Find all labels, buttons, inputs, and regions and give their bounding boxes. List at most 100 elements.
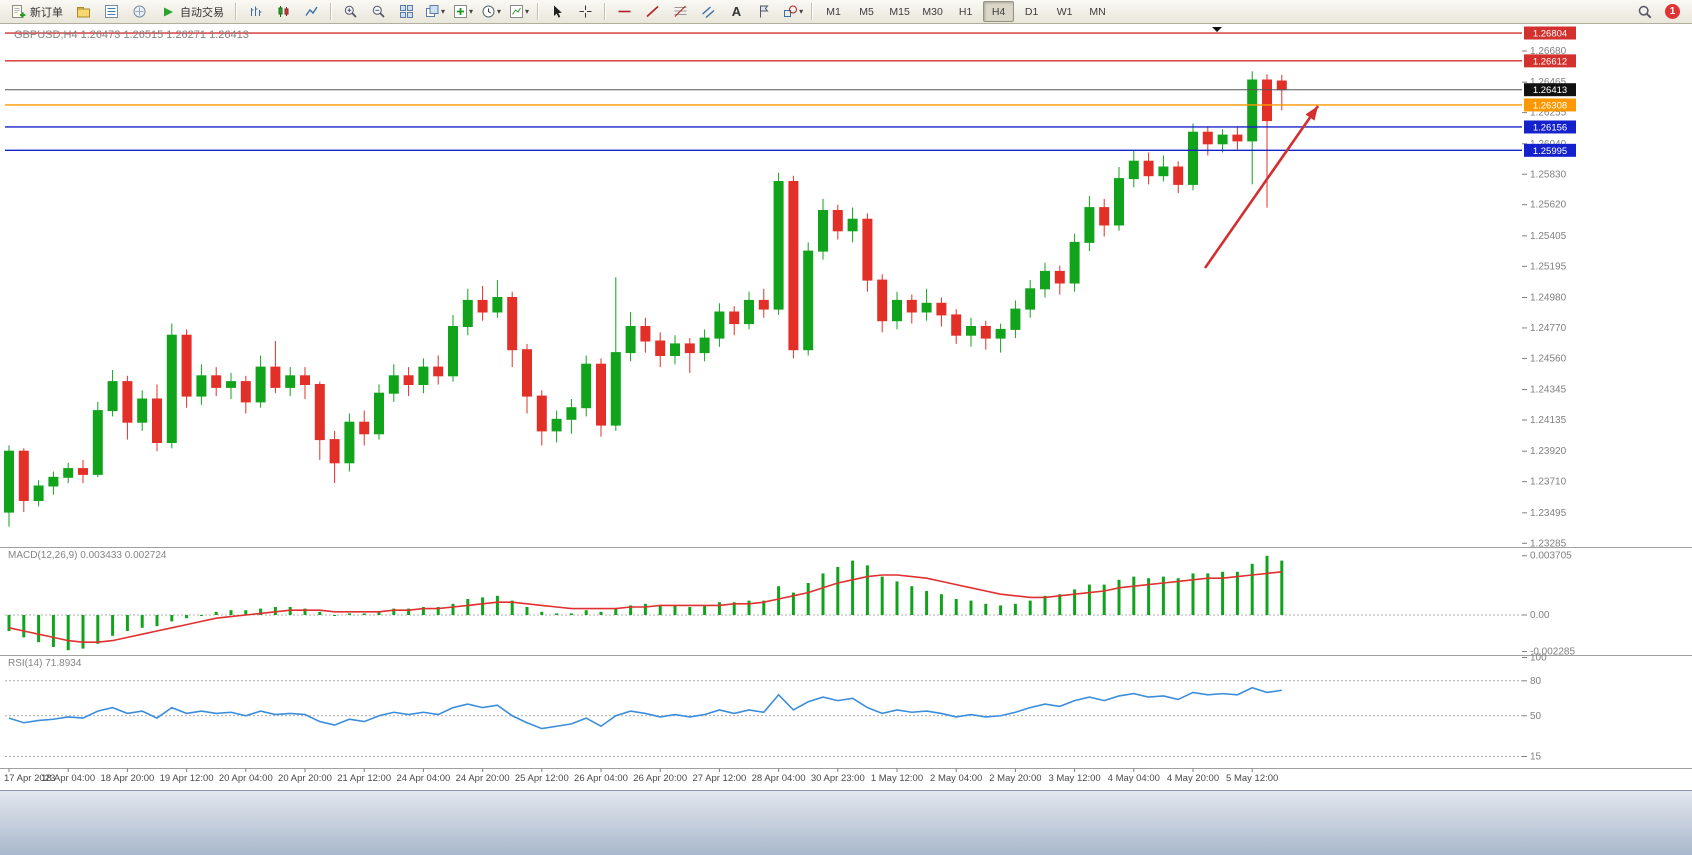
macd-bar <box>333 615 337 616</box>
timeframe-w1-button[interactable]: W1 <box>1056 5 1073 18</box>
macd-bar <box>777 586 781 615</box>
time-axis-label: 21 Apr 12:00 <box>337 773 391 784</box>
market-watch-icon <box>104 4 120 20</box>
channel-button[interactable] <box>695 1 722 23</box>
notification-badge[interactable]: 1 <box>1665 4 1680 19</box>
candle-body <box>359 421 370 435</box>
candle-body <box>388 375 399 394</box>
search-button[interactable] <box>1631 1 1658 23</box>
price-tag <box>1524 98 1576 112</box>
candle-body <box>92 410 103 475</box>
shapes-button[interactable]: ▾ <box>779 1 806 23</box>
candle-body <box>300 375 310 385</box>
chart-canvas[interactable]: 1.266801.264651.262551.260401.258301.256… <box>0 24 1692 790</box>
candle-body <box>418 366 429 386</box>
zoom-out-button[interactable] <box>365 1 392 23</box>
auto-trading-button[interactable]: 自动交易 <box>154 1 230 23</box>
timeframe-m5-button[interactable]: M5 <box>859 5 874 18</box>
timeframe-mn-button[interactable]: MN <box>1089 5 1106 18</box>
text-button[interactable]: A <box>723 1 750 23</box>
toolbar-separator <box>811 3 814 20</box>
timeframe-d1-button[interactable]: D1 <box>1024 5 1039 18</box>
rsi-label: RSI(14) 71.8934 <box>8 658 82 669</box>
candle-body <box>610 352 621 426</box>
price-axis-label: 1.23495 <box>1530 508 1567 519</box>
label-button[interactable] <box>751 1 778 23</box>
fibonacci-button[interactable] <box>667 1 694 23</box>
cascade-windows-icon <box>424 4 440 20</box>
macd-bar <box>229 610 233 615</box>
cursor-button[interactable] <box>544 1 571 23</box>
timeframe-m1-button[interactable]: M1 <box>826 5 841 18</box>
macd-bar <box>347 613 351 615</box>
price-axis-label: 1.24345 <box>1530 385 1567 396</box>
candle-body <box>773 181 784 310</box>
macd-bar <box>96 615 100 644</box>
macd-bar <box>7 615 11 631</box>
price-tag <box>1524 26 1576 40</box>
line-chart-button[interactable] <box>298 1 325 23</box>
macd-bar <box>599 611 603 615</box>
market-watch-button[interactable] <box>98 1 125 23</box>
periods-button[interactable]: ▾ <box>477 1 504 23</box>
bottom-strip <box>0 790 1692 855</box>
candle-body <box>729 311 740 325</box>
candle-body <box>1188 131 1198 185</box>
macd-bar <box>1117 579 1121 615</box>
candle-body <box>1040 270 1050 290</box>
macd-bar <box>821 573 825 615</box>
chart-title: GBPUSD,H4 1.26473 1.26515 1.26271 1.2641… <box>14 29 249 41</box>
auto-trading-label: 自动交易 <box>180 6 224 19</box>
trendline-button[interactable] <box>639 1 666 23</box>
periods-icon <box>480 4 496 20</box>
macd-bar <box>111 615 115 636</box>
macd-bar <box>747 600 751 615</box>
cascade-windows-button[interactable]: ▾ <box>421 1 448 23</box>
candle-body <box>1202 131 1213 145</box>
time-axis-label: 4 May 04:00 <box>1108 773 1160 784</box>
timeframe-h1-button[interactable]: H1 <box>958 5 973 18</box>
bar-chart-button[interactable] <box>242 1 269 23</box>
price-axis-label: 1.23710 <box>1530 477 1567 488</box>
tile-windows-button[interactable] <box>393 1 420 23</box>
time-axis-label: 20 Apr 20:00 <box>278 773 332 784</box>
candlestick-chart-button[interactable] <box>270 1 297 23</box>
macd-bar <box>614 608 618 615</box>
macd-bar <box>303 608 307 615</box>
macd-bar <box>1206 573 1210 615</box>
new-order-label: 新订单 <box>30 6 63 19</box>
timeframe-m15-button[interactable]: M15 <box>889 5 910 18</box>
price-tag <box>1524 83 1576 97</box>
candle-body <box>1128 160 1139 180</box>
candle-body <box>1084 207 1095 243</box>
timeframe-h4-button[interactable]: H4 <box>983 1 1015 22</box>
candle-body <box>4 450 14 513</box>
new-order-button[interactable]: 新订单 <box>4 1 69 23</box>
candle-body <box>522 349 532 397</box>
templates-button[interactable]: ▾ <box>505 1 532 23</box>
candle-body <box>78 468 88 475</box>
price-tag-label: 1.25995 <box>1533 146 1567 157</box>
price-tag <box>1524 143 1576 157</box>
profiles-button[interactable] <box>70 1 97 23</box>
navigator-button[interactable] <box>126 1 153 23</box>
candle-body <box>18 450 29 502</box>
horizontal-line-button[interactable] <box>611 1 638 23</box>
crosshair-button[interactable] <box>572 1 599 23</box>
candle-body <box>832 210 843 232</box>
indicators-button[interactable]: ▾ <box>449 1 476 23</box>
period-marker-icon <box>1212 27 1222 32</box>
price-axis-label: 1.24770 <box>1530 323 1567 334</box>
candle-body <box>137 398 148 423</box>
candle-body <box>906 299 917 313</box>
macd-bar <box>658 605 662 615</box>
rsi-line <box>8 686 1282 730</box>
macd-bar <box>466 599 470 615</box>
macd-bar <box>984 603 988 615</box>
zoom-in-button[interactable] <box>337 1 364 23</box>
trend-arrow[interactable] <box>1203 105 1320 269</box>
candle-body <box>1025 288 1036 310</box>
macd-bar <box>185 615 189 619</box>
macd-bar <box>481 597 485 615</box>
timeframe-m30-button[interactable]: M30 <box>922 5 943 18</box>
